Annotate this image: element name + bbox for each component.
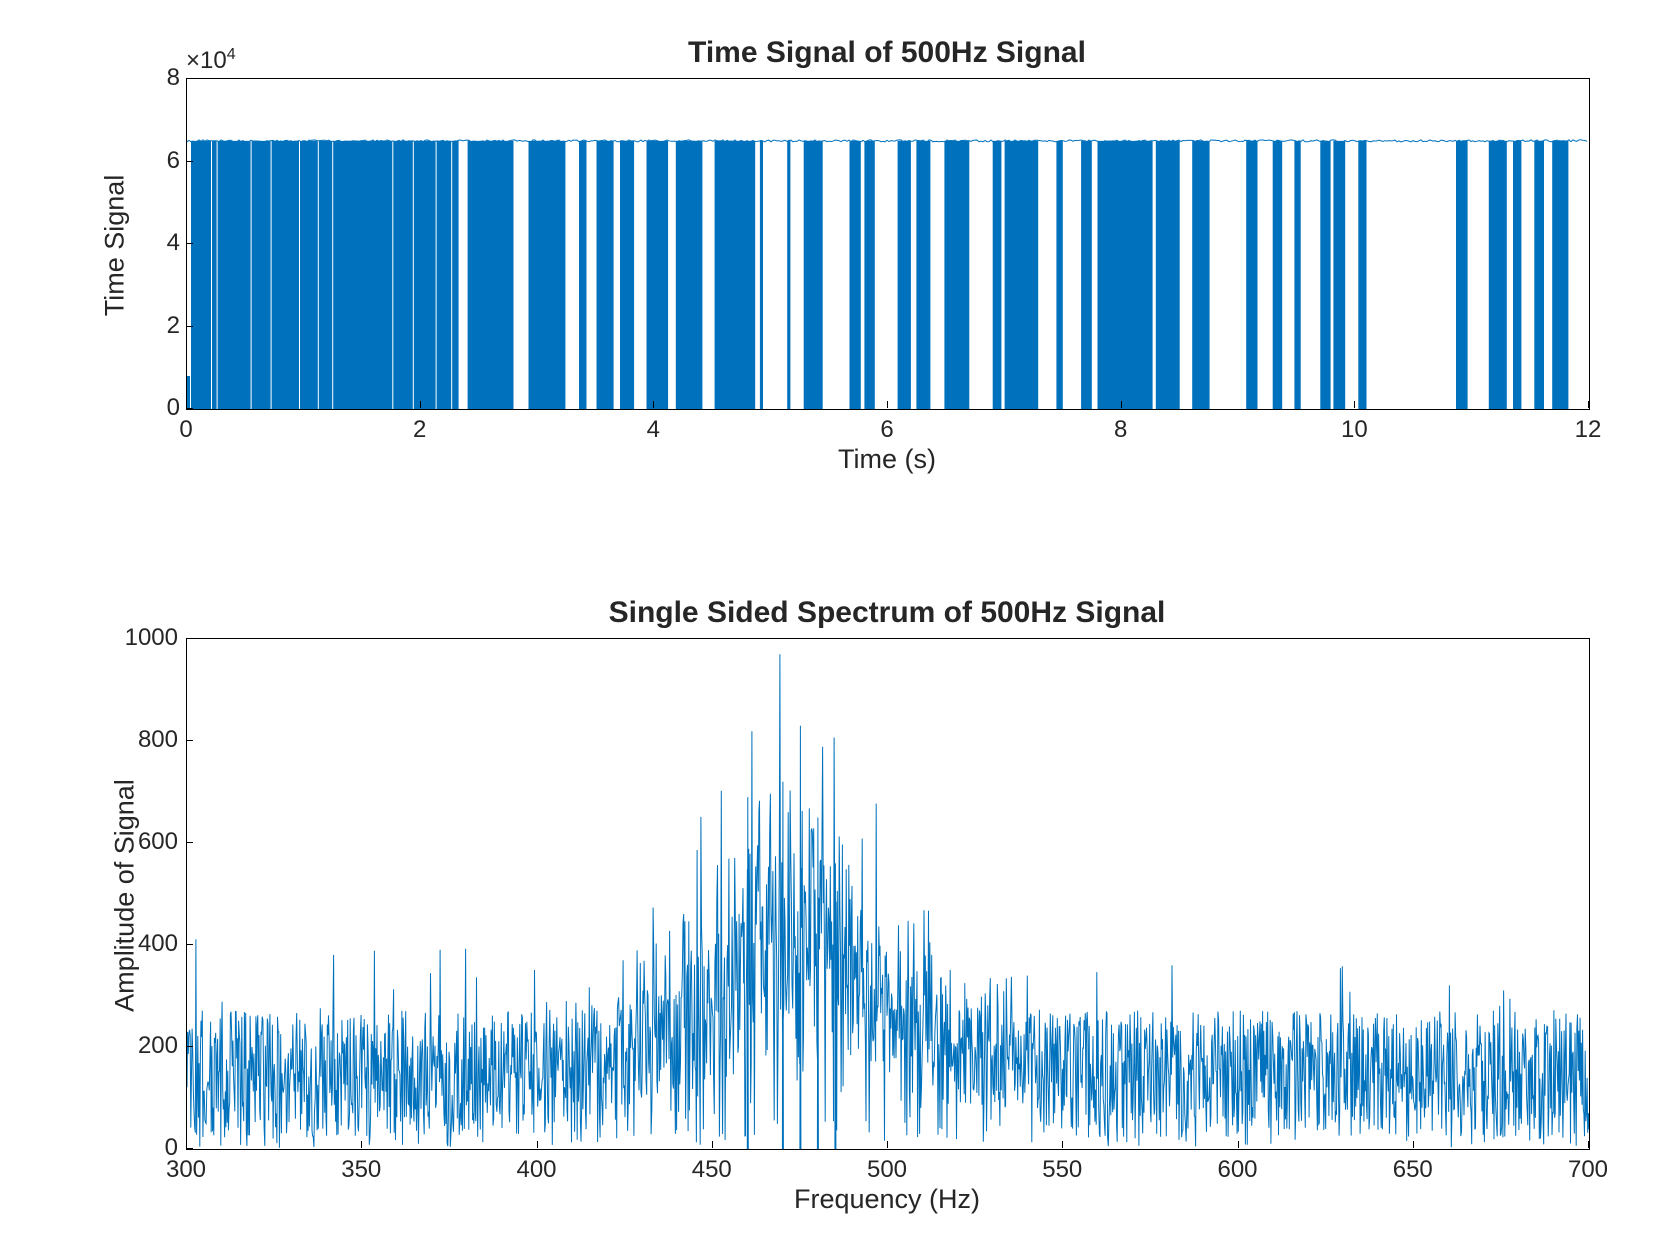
xtick-mark [1238,1141,1239,1148]
xtick-label: 400 [512,1156,562,1184]
bottom-ylabel: Amplitude of Signal [110,641,141,1151]
xtick-label: 4 [638,416,668,444]
exponent-base: ×10 [186,47,227,74]
xtick-mark [420,401,421,408]
xtick-mark [186,401,187,408]
bottom-title: Single Sided Spectrum of 500Hz Signal [186,596,1588,630]
xtick-label: 500 [862,1156,912,1184]
ytick-mark [186,638,193,639]
ytick-mark [186,408,193,409]
xtick-label: 12 [1573,416,1603,444]
ytick-label: 4 [156,229,180,257]
time-signal-line [187,141,1568,409]
xtick-label: 650 [1388,1156,1438,1184]
xtick-label: 350 [336,1156,386,1184]
ytick-label: 0 [156,394,180,422]
ytick-mark [186,944,193,945]
xtick-mark [1062,1141,1063,1148]
top-title: Time Signal of 500Hz Signal [186,36,1588,70]
xtick-label: 8 [1106,416,1136,444]
top-ylabel: Time Signal [100,81,131,411]
bottom-plot-area [186,638,1590,1150]
xtick-label: 10 [1339,416,1369,444]
xtick-mark [1354,401,1355,408]
bottom-line-svg [187,639,1589,1149]
xtick-mark [712,1141,713,1148]
xtick-mark [1121,401,1122,408]
ytick-label: 8 [156,64,180,92]
xtick-mark [653,401,654,408]
bottom-xlabel: Frequency (Hz) [186,1184,1588,1215]
xtick-mark [186,1141,187,1148]
ytick-mark [186,326,193,327]
ytick-mark [186,842,193,843]
xtick-label: 600 [1213,1156,1263,1184]
xtick-mark [1588,401,1589,408]
exponent-power: 4 [227,46,236,63]
xtick-label: 550 [1037,1156,1087,1184]
spectrum-line [187,654,1589,1149]
ytick-mark [186,161,193,162]
ytick-mark [186,740,193,741]
ytick-mark [186,243,193,244]
time-signal-top-edge [187,140,1587,142]
xtick-label: 2 [405,416,435,444]
xtick-mark [887,401,888,408]
xtick-mark [1588,1141,1589,1148]
xtick-mark [537,1141,538,1148]
xtick-label: 6 [872,416,902,444]
xtick-label: 450 [687,1156,737,1184]
top-y-exponent: ×104 [186,46,236,75]
ytick-mark [186,1046,193,1047]
figure: Time Signal of 500Hz Signal ×104 0246810… [0,0,1680,1260]
top-plot-area [186,78,1590,410]
ytick-mark [186,78,193,79]
xtick-mark [887,1141,888,1148]
xtick-mark [361,1141,362,1148]
top-xlabel: Time (s) [186,444,1588,475]
xtick-label: 700 [1563,1156,1613,1184]
ytick-mark [186,1148,193,1149]
ytick-label: 6 [156,147,180,175]
top-line-svg [187,79,1589,409]
xtick-mark [1413,1141,1414,1148]
ytick-label: 2 [156,312,180,340]
